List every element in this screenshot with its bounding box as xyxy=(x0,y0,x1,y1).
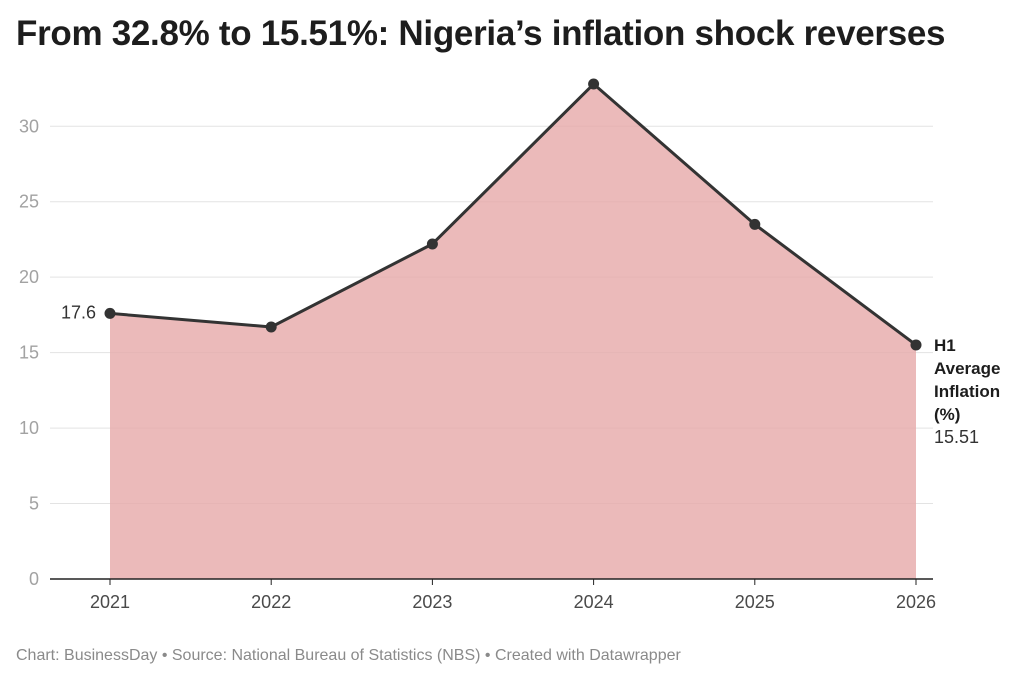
x-tick-label: 2024 xyxy=(574,592,614,612)
data-point xyxy=(426,238,438,250)
data-point xyxy=(265,321,277,333)
data-point xyxy=(588,78,600,90)
y-tick-label: 15 xyxy=(19,343,39,363)
series-name-label: (%) xyxy=(934,405,960,424)
chart-title: From 32.8% to 15.51%: Nigeria’s inflatio… xyxy=(16,14,946,53)
x-tick-label: 2021 xyxy=(90,592,130,612)
data-label-first: 17.6 xyxy=(61,302,96,322)
y-tick-label: 30 xyxy=(19,116,39,136)
labels: 051015202530H1AverageInflation(%)15.5117… xyxy=(19,116,1001,612)
x-tick-label: 2026 xyxy=(896,592,936,612)
y-tick-label: 25 xyxy=(19,192,39,212)
series-name-label: Average xyxy=(934,359,1000,378)
series-area xyxy=(110,84,916,579)
series-line-layer xyxy=(109,82,917,347)
x-tick-label: 2023 xyxy=(412,592,452,612)
x-tick-label: 2025 xyxy=(735,592,775,612)
data-point xyxy=(749,218,761,230)
area-layer xyxy=(110,84,916,579)
inflation-area-chart: 051015202530H1AverageInflation(%)15.5117… xyxy=(19,78,1001,612)
chart-footer: Chart: BusinessDay • Source: National Bu… xyxy=(16,647,681,664)
series-name-label: Inflation xyxy=(934,382,1000,401)
y-tick-label: 20 xyxy=(19,267,39,287)
data-points xyxy=(104,78,922,351)
series-line xyxy=(109,82,917,347)
y-tick-label: 5 xyxy=(29,494,39,514)
y-tick-label: 0 xyxy=(29,569,39,589)
y-tick-label: 10 xyxy=(19,418,39,438)
data-point xyxy=(104,307,116,319)
x-tick-label: 2022 xyxy=(251,592,291,612)
data-point xyxy=(910,339,922,351)
data-label-last: 15.51 xyxy=(934,427,979,447)
axes xyxy=(50,578,933,585)
series-name-label: H1 xyxy=(934,336,956,355)
